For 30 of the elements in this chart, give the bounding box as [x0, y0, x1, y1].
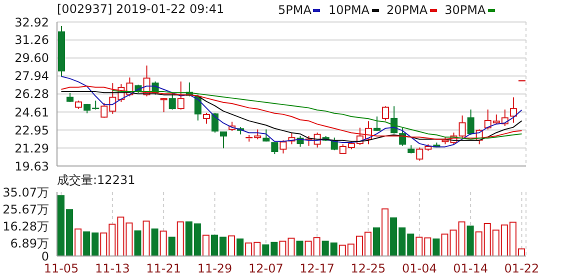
y-tick-label: 32.92: [14, 15, 49, 30]
y-tick-label: 6.89万: [10, 236, 49, 251]
x-tick-label: 11-05: [44, 262, 79, 276]
x-tick-label: 12-25: [350, 262, 386, 276]
y-tick-label: 27.94: [14, 69, 49, 84]
y-tick-label: 0: [41, 249, 49, 264]
y-tick-label: 21.29: [14, 141, 49, 156]
x-tick-label: 01-22: [504, 262, 540, 276]
x-tick-label: 11-29: [197, 262, 232, 276]
y-tick-label: 35.07万: [2, 185, 49, 200]
x-tick-label: 11-13: [94, 262, 130, 276]
legend-label: 30PMA: [444, 3, 486, 17]
y-tick-label: 25.67万: [2, 202, 49, 216]
x-tick-label: 01-04: [402, 262, 437, 276]
y-tick-label: 26.28: [14, 87, 49, 102]
x-tick-label: 12-07: [248, 262, 284, 276]
x-tick-label: 11-21: [146, 262, 182, 276]
legend-label: 10PMA: [328, 3, 370, 17]
y-tick-label: 16.28万: [2, 220, 49, 234]
y-tick-label: 24.61: [14, 105, 49, 120]
legend-label: 5PMA: [278, 3, 312, 17]
y-tick-label: 22.95: [14, 123, 49, 138]
chart-title: 成交量:12231: [57, 172, 136, 189]
chart-title: [002937] 2019-01-22 09:41: [57, 2, 224, 16]
x-tick-label: 12-17: [300, 262, 335, 276]
y-tick-label: 29.60: [14, 51, 49, 66]
legend-label: 20PMA: [386, 3, 428, 17]
x-tick-label: 01-14: [453, 262, 488, 276]
y-tick-label: 19.63: [14, 159, 49, 174]
y-tick-label: 31.26: [14, 33, 49, 48]
